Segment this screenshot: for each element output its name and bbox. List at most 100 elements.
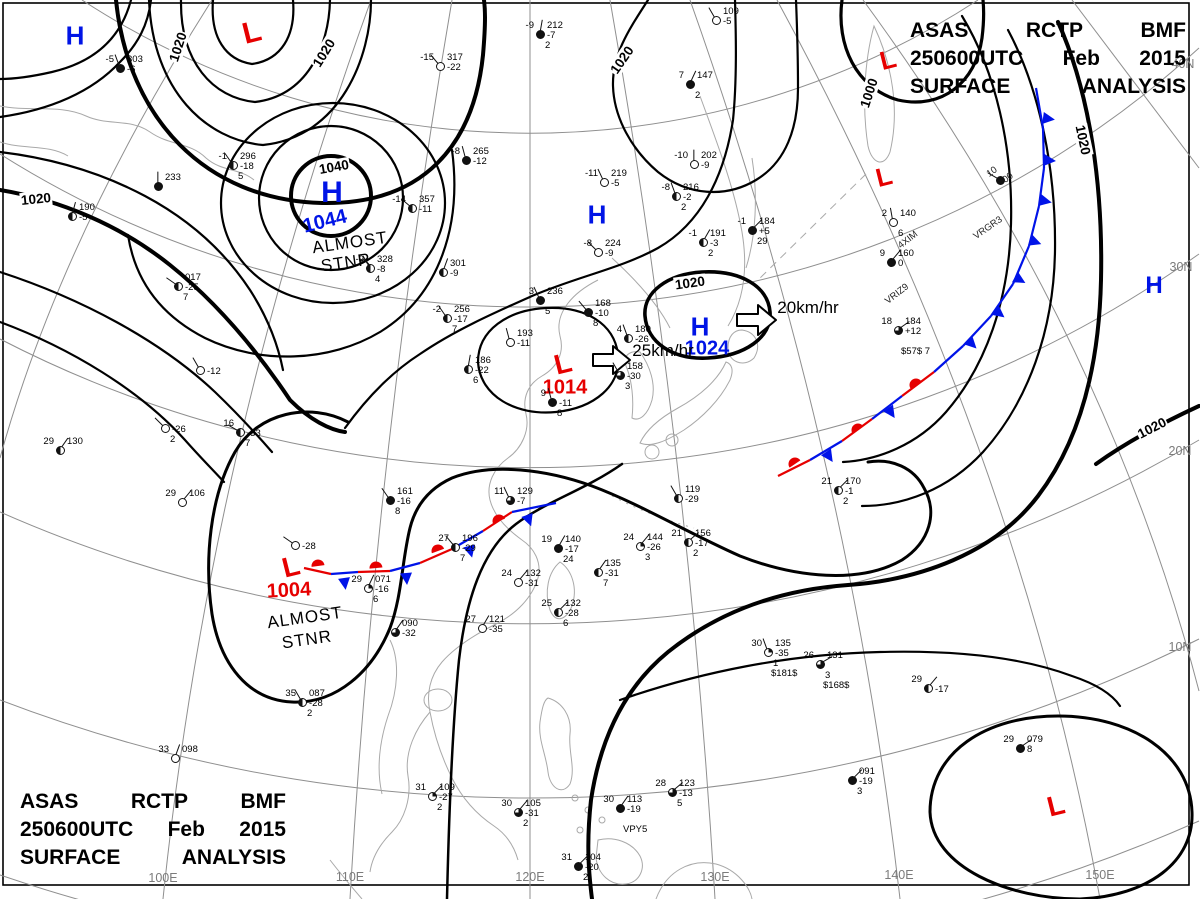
station-circle-icon xyxy=(464,365,473,374)
station-circle-icon xyxy=(174,282,183,291)
warm-front-semicircle-icon xyxy=(311,559,325,567)
station-pressure: 129 xyxy=(517,486,533,497)
station-id: $57$ 7 xyxy=(901,346,931,357)
title-word: Feb xyxy=(1062,47,1100,70)
station-pressure: 212 xyxy=(547,20,563,31)
front-line xyxy=(303,566,332,576)
station-temperature: 29 xyxy=(165,488,176,499)
graticule-line xyxy=(349,0,453,899)
station-circle-icon xyxy=(291,541,300,550)
station-circle-icon xyxy=(816,660,825,669)
station-dewpoint: -29 xyxy=(462,543,476,554)
station-extra-value: 2 xyxy=(708,248,714,259)
station-extra-value: 2 xyxy=(545,40,551,51)
title-word: BMF xyxy=(240,790,287,813)
front-line xyxy=(1041,127,1046,169)
cold-front-triangle-icon xyxy=(463,544,475,558)
station-circle-icon xyxy=(616,371,625,380)
station-extra-value: 7 xyxy=(183,292,189,303)
cold-front-triangle-icon xyxy=(338,577,350,590)
isobar-line xyxy=(0,150,285,372)
station-pressure: 156 xyxy=(695,528,711,539)
station-pressure: 224 xyxy=(605,238,621,249)
cold-front-triangle-icon xyxy=(1027,234,1042,246)
isobar-line xyxy=(257,124,405,272)
warm-front-semicircle-icon xyxy=(909,378,922,389)
station-circle-icon xyxy=(686,80,695,89)
station-pressure: 357 xyxy=(419,194,435,205)
coastline xyxy=(329,859,363,899)
station-pressure: 196 xyxy=(462,533,478,544)
station-temperature: 24 xyxy=(501,568,512,579)
station-pressure: 130 xyxy=(67,436,83,447)
station-temperature: 19 xyxy=(541,534,552,545)
station-dewpoint: -22 xyxy=(447,62,461,73)
station-temperature: 21 xyxy=(671,528,682,539)
station-extra-value: 5 xyxy=(238,171,244,182)
station-circle-icon xyxy=(56,446,65,455)
isobar-line xyxy=(860,28,1057,508)
graticule-line xyxy=(609,0,716,899)
cold-front-triangle-icon xyxy=(963,335,977,349)
isobar-line xyxy=(0,188,347,434)
station-temperature: 2 xyxy=(881,208,887,219)
station-dewpoint: -10 xyxy=(595,308,609,319)
station-extra-value: 2 xyxy=(693,548,699,559)
station-pressure: 180 xyxy=(635,324,651,335)
station-dewpoint: -5 xyxy=(79,212,88,223)
station-circle-icon xyxy=(668,788,677,797)
high-center-symbol: H xyxy=(690,311,710,342)
station-circle-icon xyxy=(672,192,681,201)
station-circle-icon xyxy=(439,268,448,277)
station-dewpoint: -19 xyxy=(627,804,641,815)
station-circle-icon xyxy=(584,308,593,317)
isobar-line xyxy=(928,714,1194,899)
coastline xyxy=(576,826,584,834)
title-word: 2015 xyxy=(1139,47,1186,70)
station-circle-icon xyxy=(428,792,437,801)
station-dewpoint: -28 xyxy=(302,541,316,552)
station-pressure: 090 xyxy=(402,618,418,629)
station-extra-value: 2 xyxy=(523,818,529,829)
title-word: ASAS xyxy=(20,790,79,813)
station-dewpoint: -12 xyxy=(207,366,221,377)
station-dewpoint: -12 xyxy=(473,156,487,167)
coastline xyxy=(755,173,867,283)
station-circle-icon xyxy=(196,366,205,375)
high-center-symbol: H xyxy=(321,176,343,209)
station-circle-icon xyxy=(594,248,603,257)
station-circle-icon xyxy=(924,684,933,693)
station-pressure: 105 xyxy=(525,798,541,809)
station-circle-icon xyxy=(161,424,170,433)
station-dewpoint: -17 xyxy=(935,684,949,695)
station-pressure: 233 xyxy=(165,172,181,183)
station-pressure: 328 xyxy=(377,254,393,265)
station-temperature: -1 xyxy=(737,216,746,227)
station-extra-value: 7 xyxy=(603,578,609,589)
station-temperature: 25 xyxy=(541,598,552,609)
station-pressure: 317 xyxy=(447,52,463,63)
title-word: BMF xyxy=(1140,19,1187,42)
station-temperature: 29 xyxy=(911,674,922,685)
station-pressure: 079 xyxy=(1027,734,1043,745)
station-temperature: -11 xyxy=(584,168,598,179)
station-dewpoint: -18 xyxy=(240,161,254,172)
chart-title-top-right: ASAS RCTP BMF 250600UTC Feb 2015 SURFACE ANALYS… xyxy=(910,17,1186,101)
coastline xyxy=(665,433,679,447)
station-pressure: 098 xyxy=(182,744,198,755)
station-extra-value: 6 xyxy=(563,618,569,629)
cold-front-triangle-icon xyxy=(821,448,833,462)
station-circle-icon xyxy=(554,544,563,553)
coastline-layer xyxy=(0,24,895,899)
station-extra-value: 3 xyxy=(857,786,863,797)
map-border xyxy=(2,2,1190,886)
front-line xyxy=(511,501,557,514)
station-pressure: 236 xyxy=(547,286,563,297)
station-id: $181$ xyxy=(771,668,798,679)
station-extra-value: 2 xyxy=(437,802,443,813)
cold-front-triangle-icon xyxy=(1012,271,1026,283)
high-center-symbol: H xyxy=(587,199,607,230)
station-circle-icon xyxy=(834,486,843,495)
station-temperature: -15 xyxy=(420,52,434,63)
station-temperature: -1 xyxy=(688,228,697,239)
